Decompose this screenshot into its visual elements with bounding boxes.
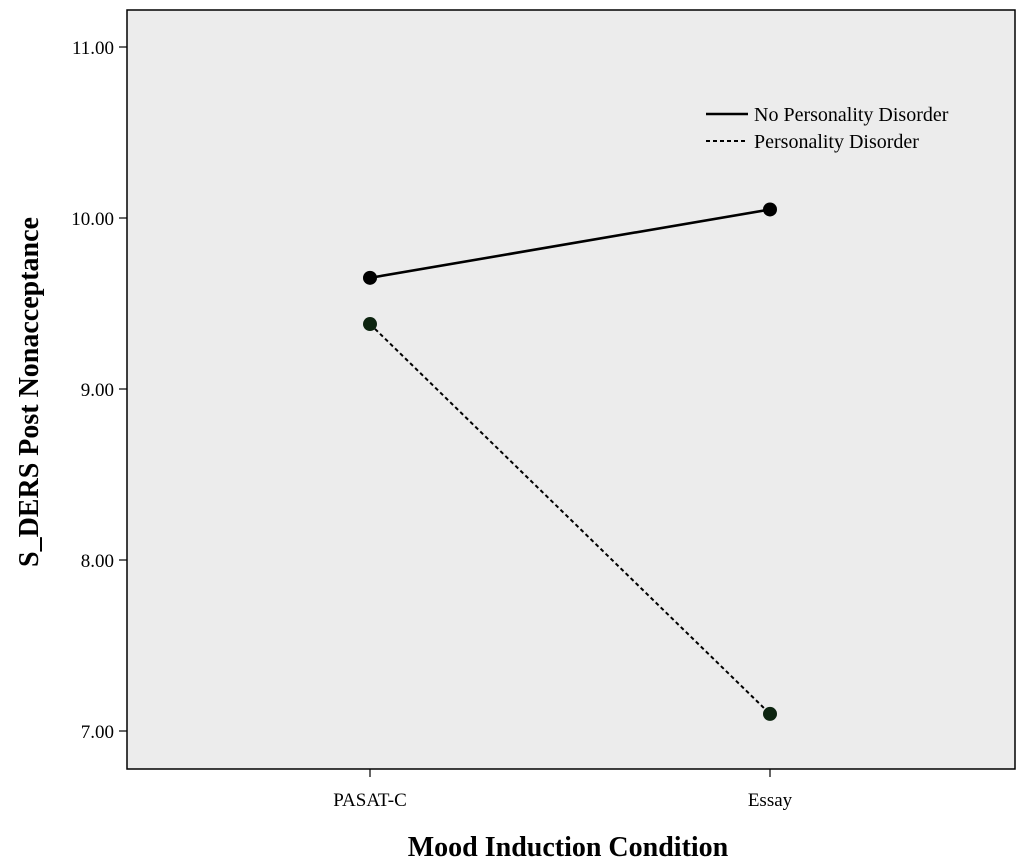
y-tick-label: 10.00 (71, 209, 114, 230)
legend-label: Personality Disorder (754, 131, 919, 153)
x-axis: PASAT-C Essay (333, 769, 793, 811)
legend: No Personality Disorder Personality Disor… (706, 104, 949, 153)
x-tick-label: Essay (748, 790, 793, 811)
y-tick-label: 7.00 (81, 722, 114, 743)
data-point (363, 270, 377, 285)
data-point (763, 202, 777, 217)
data-point (763, 706, 777, 721)
data-point (363, 317, 377, 332)
x-axis-title: Mood Induction Condition (408, 832, 729, 863)
y-tick-label: 11.00 (72, 38, 114, 59)
series-layer (363, 202, 777, 721)
y-tick-label: 9.00 (81, 380, 114, 401)
y-tick-label: 8.00 (81, 551, 114, 572)
y-axis-title: S_DERS Post Nonacceptance (14, 217, 45, 567)
y-axis: 7.00 8.00 9.00 10.00 11.00 (71, 38, 127, 743)
legend-label: No Personality Disorder (754, 104, 949, 126)
plot-area (126, 9, 1016, 770)
series-line (369, 323, 771, 715)
x-tick-label: PASAT-C (333, 790, 407, 811)
series-line (369, 208, 771, 280)
